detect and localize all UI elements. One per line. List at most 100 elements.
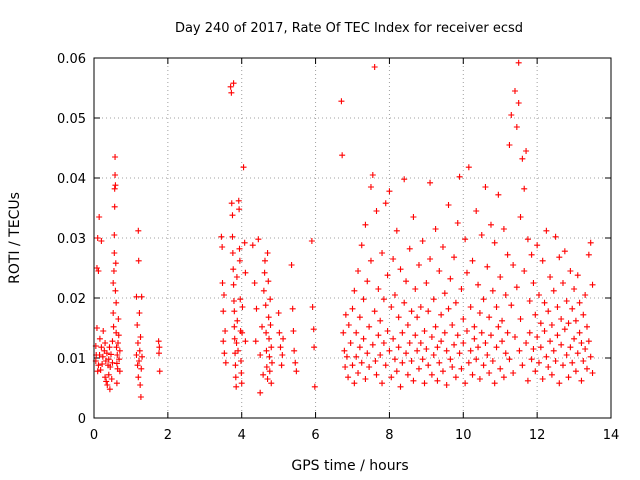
data-point xyxy=(559,362,566,369)
data-point xyxy=(233,340,240,346)
data-point xyxy=(233,383,240,390)
data-point xyxy=(401,299,408,306)
data-point xyxy=(111,232,118,238)
data-point xyxy=(463,269,470,276)
data-point xyxy=(99,353,106,360)
data-point xyxy=(511,334,518,340)
data-point xyxy=(475,281,482,288)
data-point xyxy=(94,235,101,241)
data-point xyxy=(543,353,550,360)
data-point xyxy=(434,344,441,351)
data-point xyxy=(513,124,520,130)
data-point xyxy=(471,335,478,342)
data-point xyxy=(377,352,384,358)
data-point xyxy=(136,310,143,316)
data-point xyxy=(338,98,345,105)
data-point xyxy=(572,368,579,375)
data-point xyxy=(465,164,472,171)
data-point xyxy=(238,380,245,387)
data-point xyxy=(580,358,587,364)
data-point xyxy=(134,362,141,369)
data-point xyxy=(473,356,480,363)
data-point xyxy=(138,293,145,300)
data-point xyxy=(532,368,539,375)
data-point xyxy=(537,344,544,351)
data-point xyxy=(239,304,246,310)
data-point xyxy=(589,281,596,288)
data-point xyxy=(547,274,554,280)
data-point xyxy=(235,197,242,204)
data-point xyxy=(528,356,535,363)
data-point xyxy=(428,334,435,340)
y-tick-label: 0.03 xyxy=(57,232,86,247)
data-point xyxy=(380,296,387,303)
data-point xyxy=(519,362,526,369)
data-point xyxy=(532,311,539,318)
data-point xyxy=(541,328,548,334)
data-point xyxy=(102,374,109,381)
data-point xyxy=(443,382,450,388)
data-point xyxy=(451,254,458,261)
data-point xyxy=(517,316,524,322)
data-point xyxy=(534,334,541,340)
data-point xyxy=(395,314,402,321)
data-point xyxy=(379,250,386,256)
data-point xyxy=(558,316,565,322)
data-point xyxy=(582,346,589,352)
data-point xyxy=(425,308,432,315)
data-point xyxy=(110,268,117,274)
data-point xyxy=(278,362,285,369)
data-point xyxy=(231,323,238,330)
data-point xyxy=(423,346,430,352)
data-point xyxy=(430,352,437,358)
data-point xyxy=(232,362,239,369)
data-point xyxy=(539,376,546,382)
data-point xyxy=(139,353,146,360)
data-point xyxy=(399,329,406,336)
data-point xyxy=(569,359,576,366)
data-point xyxy=(155,338,162,345)
data-point xyxy=(526,298,533,304)
data-point xyxy=(134,340,141,346)
data-point xyxy=(469,257,476,264)
data-point xyxy=(360,296,367,303)
data-point xyxy=(105,356,112,363)
data-point xyxy=(219,280,226,286)
data-point xyxy=(421,380,428,387)
x-tick-label: 2 xyxy=(164,428,172,443)
data-point xyxy=(112,172,119,178)
data-point xyxy=(382,362,389,369)
data-point xyxy=(559,280,566,286)
data-point xyxy=(137,394,144,400)
data-point xyxy=(115,340,122,346)
data-point xyxy=(397,383,404,390)
data-point xyxy=(265,314,272,321)
data-point xyxy=(377,317,384,324)
data-point xyxy=(134,322,141,328)
data-point xyxy=(311,344,318,351)
data-point xyxy=(439,244,446,250)
y-tick-label: 0.04 xyxy=(57,172,86,187)
data-point xyxy=(476,310,483,316)
data-point xyxy=(406,340,413,346)
data-point xyxy=(476,376,483,382)
data-point xyxy=(371,308,378,315)
data-point xyxy=(545,308,552,315)
data-point xyxy=(260,371,267,378)
data-point xyxy=(136,358,143,364)
data-point xyxy=(110,280,117,286)
x-tick-label: 10 xyxy=(455,428,472,443)
data-point xyxy=(349,305,356,312)
data-point xyxy=(404,371,411,378)
data-point xyxy=(552,233,559,240)
data-point xyxy=(236,257,243,264)
data-point xyxy=(375,286,382,292)
data-point xyxy=(367,184,374,190)
data-point xyxy=(267,296,274,303)
data-point xyxy=(112,287,119,294)
data-point xyxy=(311,383,318,390)
data-point xyxy=(526,329,533,336)
data-point xyxy=(360,335,367,342)
data-point xyxy=(340,329,347,336)
data-point xyxy=(362,221,369,228)
